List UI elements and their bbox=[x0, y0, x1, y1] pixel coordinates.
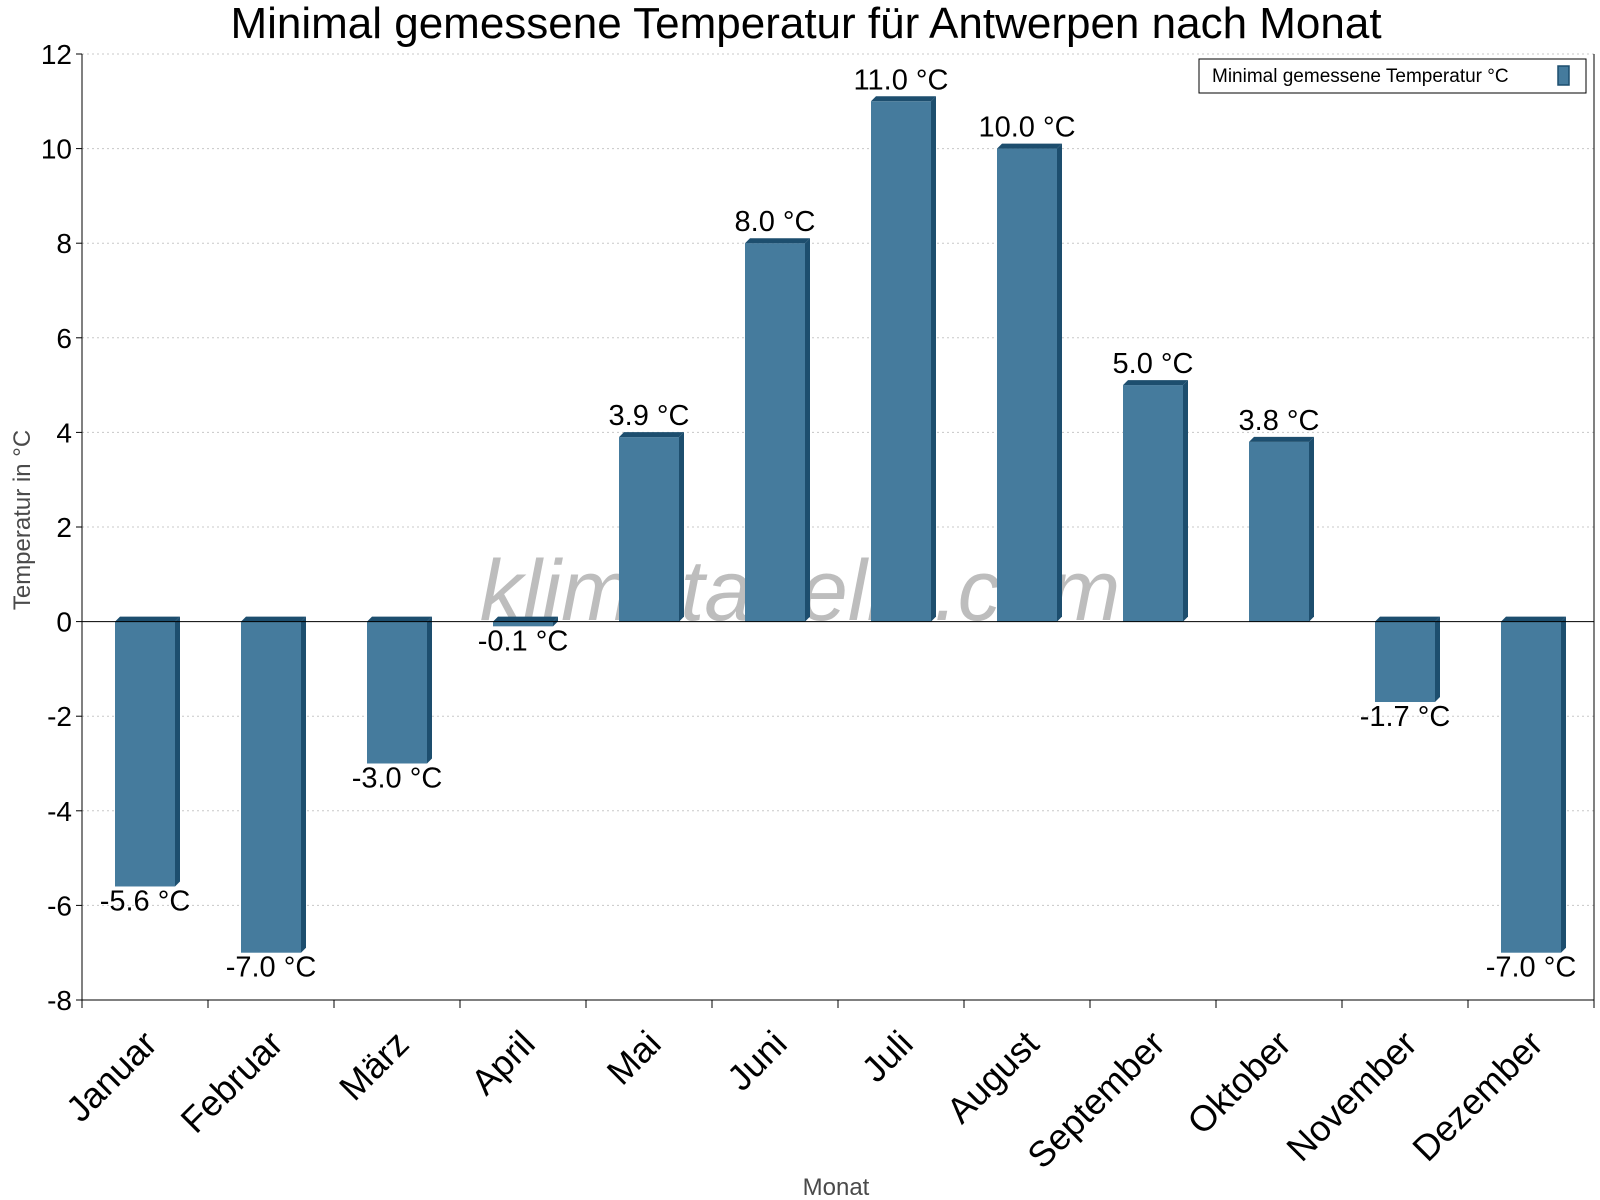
bar-front bbox=[871, 101, 931, 622]
bar-front bbox=[1501, 621, 1561, 953]
bar-top bbox=[619, 432, 684, 438]
y-tick-label: -4 bbox=[47, 796, 72, 827]
data-label: -1.7 °C bbox=[1360, 701, 1451, 733]
y-tick-label: 4 bbox=[56, 417, 72, 448]
data-label: -7.0 °C bbox=[1486, 952, 1577, 984]
bar-top bbox=[997, 143, 1062, 149]
bar-front bbox=[493, 621, 553, 627]
data-label: 8.0 °C bbox=[735, 206, 816, 238]
y-tick-label: -2 bbox=[47, 701, 72, 732]
data-label: 11.0 °C bbox=[854, 64, 949, 96]
data-label: 3.9 °C bbox=[609, 400, 690, 432]
data-label: -5.6 °C bbox=[100, 885, 191, 917]
bar-top bbox=[1375, 616, 1440, 622]
bar-top bbox=[115, 616, 180, 622]
y-tick-label: -8 bbox=[47, 985, 72, 1016]
bar-side bbox=[1057, 143, 1062, 622]
bar-top bbox=[1501, 616, 1566, 622]
bar-top bbox=[241, 616, 306, 622]
y-axis-title: Temperatur in °C bbox=[9, 430, 36, 610]
x-axis-title: Monat bbox=[803, 1174, 870, 1200]
y-tick-label: 12 bbox=[41, 39, 72, 70]
bar-front bbox=[367, 621, 427, 764]
bar-side bbox=[805, 238, 810, 622]
data-label: -0.1 °C bbox=[478, 625, 569, 657]
data-label: 3.8 °C bbox=[1239, 405, 1320, 437]
bar bbox=[997, 143, 1062, 622]
bar-side bbox=[1561, 616, 1566, 953]
bar-top bbox=[1123, 380, 1188, 386]
data-label: -3.0 °C bbox=[352, 763, 443, 795]
bar-side bbox=[1183, 380, 1188, 622]
bar-front bbox=[1123, 385, 1183, 622]
y-tick-label: 8 bbox=[56, 228, 72, 259]
bars bbox=[115, 96, 1566, 953]
bar-front bbox=[115, 621, 175, 887]
legend: Minimal gemessene Temperatur °C bbox=[1198, 58, 1587, 94]
bar-side bbox=[931, 96, 936, 622]
bar bbox=[619, 432, 684, 622]
bar bbox=[367, 616, 432, 764]
bar-side bbox=[1309, 436, 1314, 622]
bar-side bbox=[175, 616, 180, 887]
bar bbox=[115, 616, 180, 887]
y-tick-label: 2 bbox=[56, 512, 72, 543]
data-label: 5.0 °C bbox=[1113, 348, 1194, 380]
legend-swatch bbox=[1557, 65, 1570, 86]
bar-front bbox=[745, 243, 805, 622]
bar-top bbox=[493, 616, 558, 622]
chart-title: Minimal gemessene Temperatur für Antwerp… bbox=[230, 0, 1381, 48]
data-label: -7.0 °C bbox=[226, 952, 317, 984]
bar-top bbox=[367, 616, 432, 622]
bar-front bbox=[1375, 621, 1435, 703]
bar-top bbox=[745, 238, 810, 244]
legend-box bbox=[1198, 58, 1587, 94]
bar-front bbox=[241, 621, 301, 953]
bar bbox=[1249, 436, 1314, 622]
bar-front bbox=[619, 437, 679, 622]
bar-side bbox=[1435, 616, 1440, 703]
bar-side bbox=[301, 616, 306, 953]
data-labels: -5.6 °C -7.0 °C -3.0 °C -0.1 °C 3.9 °C 8.0 °C… bbox=[100, 64, 1577, 983]
bar-top bbox=[871, 96, 936, 102]
bar bbox=[1123, 380, 1188, 622]
bar-front bbox=[1249, 441, 1309, 622]
bar-front bbox=[997, 148, 1057, 622]
bar-side bbox=[679, 432, 684, 622]
bar bbox=[241, 616, 306, 953]
y-tick-label: 0 bbox=[56, 607, 72, 638]
bar bbox=[1375, 616, 1440, 703]
bar bbox=[745, 238, 810, 622]
bar-top bbox=[1249, 436, 1314, 442]
y-tick-label: 6 bbox=[56, 323, 72, 354]
data-label: 10.0 °C bbox=[978, 112, 1075, 144]
bar bbox=[1501, 616, 1566, 953]
y-tick-label: -6 bbox=[47, 890, 72, 921]
legend-label: Minimal gemessene Temperatur °C bbox=[1212, 66, 1509, 87]
bar-side bbox=[427, 616, 432, 764]
bar bbox=[871, 96, 936, 622]
y-tick-label: 10 bbox=[41, 134, 72, 165]
y-axis: 12 10 8 6 4 2 0 -2 -4 -6 -8 bbox=[41, 39, 82, 1016]
